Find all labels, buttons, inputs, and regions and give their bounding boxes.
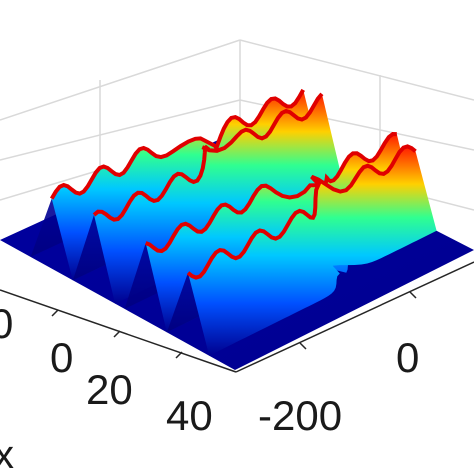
grid-line	[0, 39, 241, 121]
grid-line	[0, 169, 101, 201]
x-tick-40: 40	[166, 392, 213, 439]
grid-line	[239, 39, 474, 101]
x-tick-20: 20	[86, 366, 133, 413]
tick-labels: 0 0 20 40 -200 0 x	[0, 300, 419, 474]
surface-mesh	[0, 88, 474, 370]
x-tick-mark	[175, 351, 183, 359]
y-axis-line	[235, 261, 474, 373]
ridge-front-face	[188, 146, 437, 356]
partial-tick-label: 0	[0, 300, 13, 347]
ridge-crest	[92, 92, 324, 222]
x-tick-mark	[51, 309, 59, 317]
ridge-crest	[186, 144, 417, 280]
x-tick-mark	[113, 330, 121, 338]
x-axis-line	[0, 289, 237, 373]
x-tick-0: 0	[50, 334, 73, 381]
y-tick-mark	[299, 342, 307, 350]
grid-line	[0, 99, 241, 161]
axes-lines	[0, 261, 474, 373]
y-tick-mark	[409, 291, 417, 299]
y-tick-0: 0	[396, 334, 419, 381]
ridge-crest	[49, 88, 305, 200]
x-axis-label: x	[0, 433, 14, 474]
ridge-crest	[144, 131, 397, 254]
y-tick-minus200: -200	[258, 392, 342, 439]
